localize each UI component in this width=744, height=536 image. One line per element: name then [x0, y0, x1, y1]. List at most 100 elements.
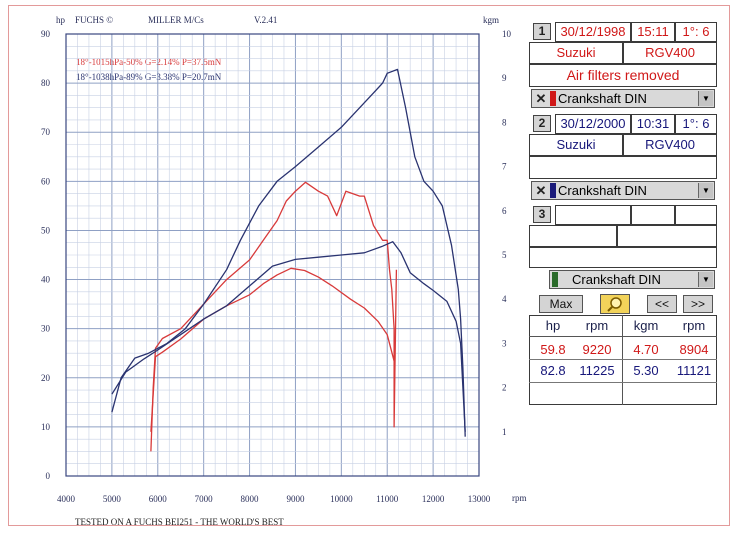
next-button[interactable]: >> — [683, 295, 713, 313]
max-button[interactable]: Max — [539, 295, 583, 313]
run1-make: Suzuki — [529, 42, 623, 64]
run3-curve-dropdown[interactable]: Crankshaft DIN ▼ — [549, 270, 715, 289]
y2-tick-label: 8 — [502, 117, 507, 127]
max-table-divider — [529, 336, 717, 337]
legend-run2: 18°-1038hPa-89% G=3.38% P=20.7mN — [76, 72, 222, 82]
y-tick-label: 80 — [41, 78, 51, 88]
x-tick-label: 11000 — [376, 494, 399, 504]
max-header-kgm: kgm — [633, 318, 659, 333]
run2-ratio: 1°: 6 — [675, 114, 717, 134]
series-line-3 — [111, 68, 466, 437]
run1-curve-dropdown[interactable]: ✕ Crankshaft DIN ▼ — [531, 89, 715, 108]
close-icon[interactable]: ✕ — [535, 91, 547, 106]
page-border — [8, 5, 730, 526]
max-row-divider — [529, 359, 717, 360]
run1-time: 15:11 — [631, 22, 675, 42]
run1-color-swatch — [550, 91, 556, 106]
x-tick-label: 6000 — [149, 494, 168, 504]
run3-ratio — [675, 205, 717, 225]
x-tick-label: 5000 — [103, 494, 122, 504]
chart-series — [111, 68, 466, 452]
close-icon[interactable]: ✕ — [535, 183, 547, 198]
x-tick-label: 4000 — [57, 494, 76, 504]
y2-tick-label: 4 — [502, 294, 507, 304]
run3-index[interactable]: 3 — [533, 206, 551, 223]
header-version: V.2.41 — [254, 15, 278, 25]
y2-tick-label: 10 — [502, 29, 512, 39]
header-center: MILLER M/Cs — [148, 15, 204, 25]
run1-note: Air filters removed — [529, 64, 717, 87]
max-row2-kgm: 5.30 — [633, 363, 659, 378]
series-line-2 — [150, 267, 395, 432]
run3-model — [617, 225, 717, 247]
y-tick-label: 10 — [41, 422, 51, 432]
max-header-rpm2: rpm — [682, 318, 706, 333]
prev-button[interactable]: << — [647, 295, 677, 313]
y2-tick-label: 6 — [502, 206, 507, 216]
run3-time — [631, 205, 675, 225]
y2-tick-label: 2 — [502, 383, 507, 393]
run1-ratio: 1°: 6 — [675, 22, 717, 42]
chevron-down-icon[interactable]: ▼ — [698, 183, 713, 198]
run2-note — [529, 156, 717, 179]
run2-curve-dropdown[interactable]: ✕ Crankshaft DIN ▼ — [531, 181, 715, 200]
x-tick-label: 9000 — [286, 494, 305, 504]
y2-tick-label: 7 — [502, 162, 507, 172]
chevron-down-icon[interactable]: ▼ — [698, 91, 713, 106]
max-row2-rpm: 11225 — [579, 363, 615, 378]
run2-time: 10:31 — [631, 114, 675, 134]
x-tick-label: 12000 — [422, 494, 445, 504]
y-tick-label: 70 — [41, 127, 51, 137]
left-axis-unit: hp — [56, 15, 65, 25]
run1-curve-label: Crankshaft DIN — [558, 91, 647, 106]
run1-model: RGV400 — [623, 42, 717, 64]
run3-color-swatch — [552, 272, 558, 287]
max-header-hp: hp — [545, 318, 561, 333]
run1-index[interactable]: 1 — [533, 23, 551, 40]
max-header-rpm: rpm — [585, 318, 609, 333]
max-row1-kgm: 4.70 — [633, 342, 659, 357]
run3-curve-label: Crankshaft DIN — [572, 272, 661, 287]
y-tick-label: 30 — [41, 324, 51, 334]
max-table — [529, 315, 717, 405]
max-row2-rpm2: 11121 — [676, 363, 712, 378]
max-row1-rpm: 9220 — [582, 342, 612, 357]
y-tick-label: 60 — [41, 176, 51, 186]
run2-model: RGV400 — [623, 134, 717, 156]
x-tick-label: 10000 — [330, 494, 353, 504]
x-tick-label: 7000 — [195, 494, 214, 504]
max-row-divider — [529, 382, 717, 383]
right-axis-unit: kgm — [483, 15, 500, 25]
x-axis-unit: rpm — [512, 493, 527, 503]
y-tick-label: 0 — [46, 471, 51, 481]
run3-date — [555, 205, 631, 225]
plot-frame — [65, 33, 480, 477]
max-row1-rpm2: 8904 — [679, 342, 709, 357]
x-tick-label: 13000 — [468, 494, 491, 504]
max-table-vdivider — [622, 315, 623, 405]
y2-tick-label: 1 — [502, 427, 507, 437]
max-row1-hp: 59.8 — [540, 342, 566, 357]
chart-grid — [65, 33, 480, 477]
series-line-4 — [111, 241, 466, 432]
run2-date: 30/12/2000 — [555, 114, 631, 134]
y2-tick-label: 3 — [502, 338, 507, 348]
run1-date: 30/12/1998 — [555, 22, 631, 42]
run2-index[interactable]: 2 — [533, 115, 551, 132]
legend-run1: 18°-1015hPa-50% G=2.14% P=37.5mN — [76, 57, 222, 67]
y2-tick-label: 5 — [502, 250, 507, 260]
chevron-down-icon[interactable]: ▼ — [698, 272, 713, 287]
zoom-button[interactable] — [600, 294, 630, 314]
run3-note — [529, 247, 717, 268]
y-tick-label: 90 — [41, 29, 51, 39]
run2-curve-label: Crankshaft DIN — [558, 183, 647, 198]
chart-ticks: 4000 5000 6000 7000 8000 9000 10000 11000 12000 1… — [41, 29, 512, 504]
footer-text: TESTED ON A FUCHS BEI251 - THE WORLD'S B… — [75, 517, 284, 527]
header-brand: FUCHS © — [75, 15, 114, 25]
y2-tick-label: 9 — [502, 73, 507, 83]
y-tick-label: 40 — [41, 275, 51, 285]
y-tick-label: 50 — [41, 225, 51, 235]
run3-make — [529, 225, 617, 247]
series-line-1 — [150, 181, 398, 452]
